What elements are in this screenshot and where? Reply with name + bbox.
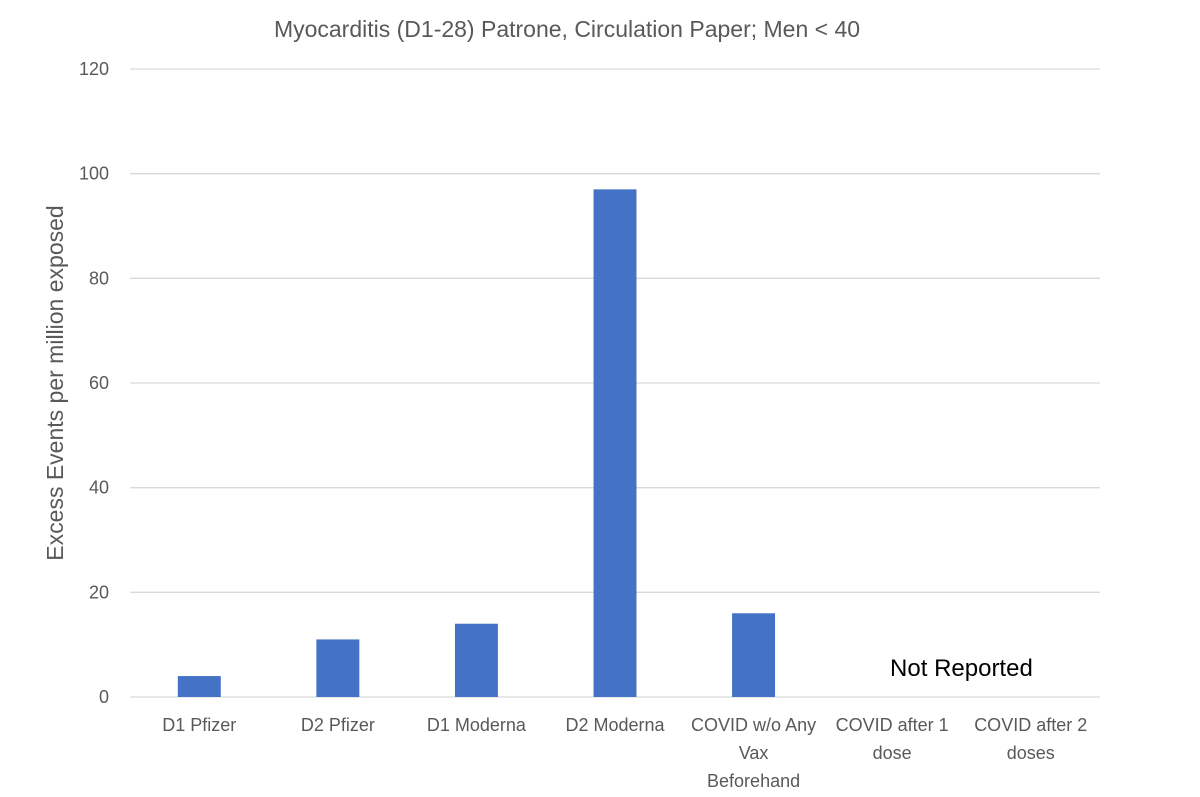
chart-title: Myocarditis (D1-28) Patrone, Circulation… — [274, 16, 860, 42]
x-category-line: D1 Moderna — [427, 715, 527, 735]
not-reported-annotation: Not Reported — [890, 655, 1033, 682]
bars — [177, 189, 776, 697]
x-category-label: COVID after 2 doses — [974, 715, 1087, 763]
y-tick-label: 120 — [79, 59, 109, 79]
y-tick-label: 100 — [79, 164, 109, 184]
x-category-line: COVID after 1 — [836, 715, 949, 735]
x-category-line: COVID after 2 — [974, 715, 1087, 735]
x-category-label: D1 Pfizer — [162, 715, 236, 735]
x-category-label: COVID w/o Any Vax Beforehand — [691, 715, 816, 791]
x-category-line: COVID w/o Any — [691, 715, 816, 735]
y-tick-label: 80 — [89, 268, 109, 288]
x-category-line: D2 Pfizer — [301, 715, 375, 735]
bar — [593, 189, 637, 697]
x-category-label: D2 Pfizer — [301, 715, 375, 735]
x-category-label: D2 Moderna — [565, 715, 665, 735]
x-category-line: dose — [873, 743, 912, 763]
x-category-line: Vax — [739, 743, 769, 763]
x-category-line: D2 Moderna — [565, 715, 665, 735]
bar — [454, 623, 498, 697]
x-category-label: D1 Moderna — [427, 715, 527, 735]
bar — [732, 613, 776, 697]
y-tick-label: 0 — [99, 687, 109, 707]
y-axis-label: Excess Events per million exposed — [42, 205, 68, 560]
y-tick-label: 20 — [89, 582, 109, 602]
x-category-line: doses — [1007, 743, 1055, 763]
x-category-line: D1 Pfizer — [162, 715, 236, 735]
y-tick-label: 40 — [89, 478, 109, 498]
x-axis-categories: D1 Pfizer D2 Pfizer D1 Moderna D2 Moderna CO… — [162, 715, 1087, 791]
x-category-line: Beforehand — [707, 771, 800, 791]
x-category-label: COVID after 1 dose — [836, 715, 949, 763]
y-tick-label: 60 — [89, 373, 109, 393]
bar — [177, 676, 221, 697]
bar — [316, 639, 360, 697]
y-axis-ticks: 0 20 40 60 80 100 120 — [79, 59, 109, 707]
